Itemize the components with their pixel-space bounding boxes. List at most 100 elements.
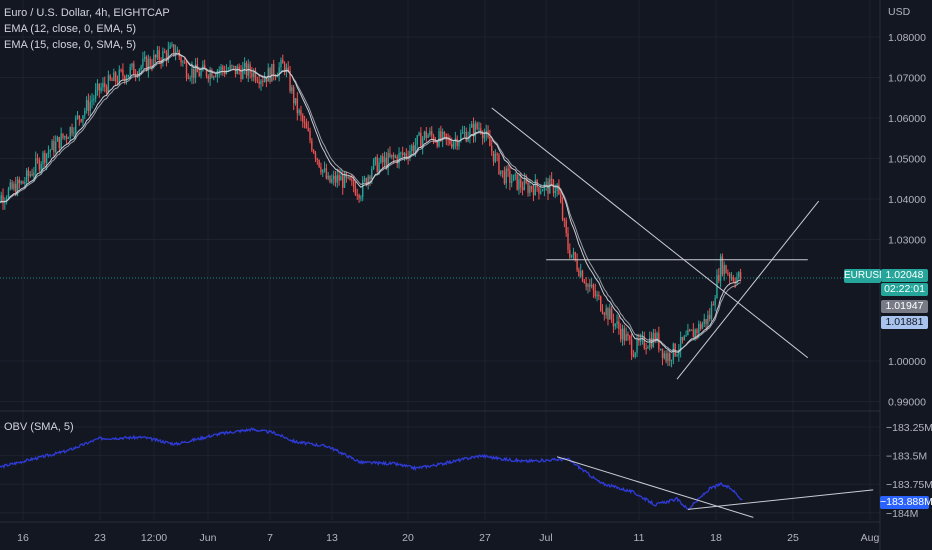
candle-body: [158, 50, 160, 61]
candle-body: [649, 337, 651, 348]
candle-body: [114, 72, 117, 81]
candle-body: [214, 76, 217, 78]
candle-body: [585, 283, 587, 287]
price-tick-label: 1.07000: [888, 73, 926, 85]
candle-body: [320, 166, 322, 173]
chart-title[interactable]: Euro / U.S. Dollar, 4h, EIGHTCAP: [4, 7, 170, 19]
candle-body: [383, 157, 386, 163]
candle-body: [382, 156, 384, 163]
candle-body: [427, 135, 429, 138]
candle-body: [100, 87, 102, 91]
candle-body: [401, 152, 404, 156]
price-tick-label: 0.99000: [888, 397, 926, 409]
obv-axis[interactable]: −183.25M −183.5M −183.75M −184M: [886, 422, 932, 520]
candle-body: [13, 183, 15, 189]
candle-body: [590, 285, 593, 287]
time-label: 12:00: [141, 532, 167, 544]
candle-body: [696, 329, 698, 333]
candle-body: [374, 157, 377, 160]
candle-body: [732, 277, 735, 281]
symbol-badge[interactable]: EURUSD: [844, 269, 887, 283]
candle-body: [351, 179, 353, 181]
ema-12-line: [0, 52, 741, 353]
price-axis[interactable]: 1.08000 1.07000 1.06000 1.05000 1.04000 1.030…: [879, 0, 926, 550]
candle-body: [318, 159, 320, 167]
candle-body: [311, 140, 313, 151]
candle-body: [714, 298, 716, 306]
ema12-legend[interactable]: EMA (12, close, 0, EMA, 5): [4, 23, 137, 35]
time-axis[interactable]: 16 23 12:00 Jun 7 13 20 27 Jul 11 18 25 Aug: [0, 521, 880, 544]
candle-body: [592, 285, 595, 291]
candle-body: [305, 122, 308, 129]
candle-body: [572, 252, 575, 255]
candle-body: [138, 69, 140, 76]
candle-body: [685, 335, 687, 337]
candle-body: [24, 181, 26, 184]
candle-body: [378, 162, 380, 172]
candle-body: [145, 56, 148, 71]
candle-body: [619, 328, 622, 340]
candle-body: [352, 179, 355, 188]
candle-body: [736, 276, 738, 284]
candle-body: [694, 329, 696, 338]
candle-body: [44, 152, 46, 163]
candle-body: [627, 334, 629, 337]
obv-legend[interactable]: OBV (SMA, 5): [4, 421, 74, 433]
candle-body: [469, 127, 471, 137]
candle-body: [425, 131, 427, 138]
candle-body: [273, 63, 275, 77]
candle-body: [307, 128, 309, 131]
candle-body: [716, 275, 718, 299]
candle-body: [334, 175, 337, 183]
candle-body: [396, 156, 398, 164]
candle-body: [256, 80, 259, 82]
candle-body: [710, 304, 713, 319]
candle-body: [501, 170, 504, 172]
candle-body: [632, 354, 635, 357]
candle-body: [589, 284, 591, 287]
candle-body: [725, 265, 727, 274]
candle-body: [242, 67, 244, 79]
candle-body: [303, 121, 306, 123]
candle-body: [327, 175, 329, 179]
candle-body: [474, 123, 477, 137]
candle-body: [7, 188, 10, 199]
candle-body: [570, 254, 573, 258]
candle-body: [520, 179, 522, 188]
candle-body: [621, 328, 624, 340]
candle-body: [129, 67, 131, 75]
candle-body: [480, 128, 482, 133]
candle-body: [521, 187, 524, 190]
candle-body: [109, 75, 111, 80]
candle-body: [280, 59, 282, 68]
price-trendline: [676, 200, 820, 380]
time-label: 7: [267, 532, 273, 544]
candle-body: [434, 141, 437, 143]
trendline-layer[interactable]: [491, 107, 820, 380]
candle-body: [125, 77, 128, 81]
candle-body: [312, 150, 315, 153]
obv-trendline: [687, 489, 874, 510]
obv-tick-label: −184M: [886, 508, 918, 520]
candle-body: [113, 72, 115, 81]
candle-body: [167, 48, 170, 60]
candle-body: [156, 50, 159, 58]
candle-body: [278, 67, 280, 77]
candle-body: [340, 176, 342, 181]
candle-body: [449, 139, 451, 144]
candle-body: [598, 294, 600, 297]
candle-body: [550, 178, 553, 181]
candle-body: [392, 154, 395, 158]
candle-body: [616, 321, 618, 324]
candle-body: [623, 328, 626, 341]
candle-body: [289, 70, 291, 92]
candle-body: [727, 273, 729, 275]
candle-body: [505, 168, 507, 184]
candle-body: [718, 275, 720, 281]
candle-body: [734, 280, 736, 284]
candle-body: [80, 119, 82, 122]
ema15-legend[interactable]: EMA (15, close, 0, SMA, 5): [4, 39, 137, 51]
candle-body: [481, 132, 484, 139]
